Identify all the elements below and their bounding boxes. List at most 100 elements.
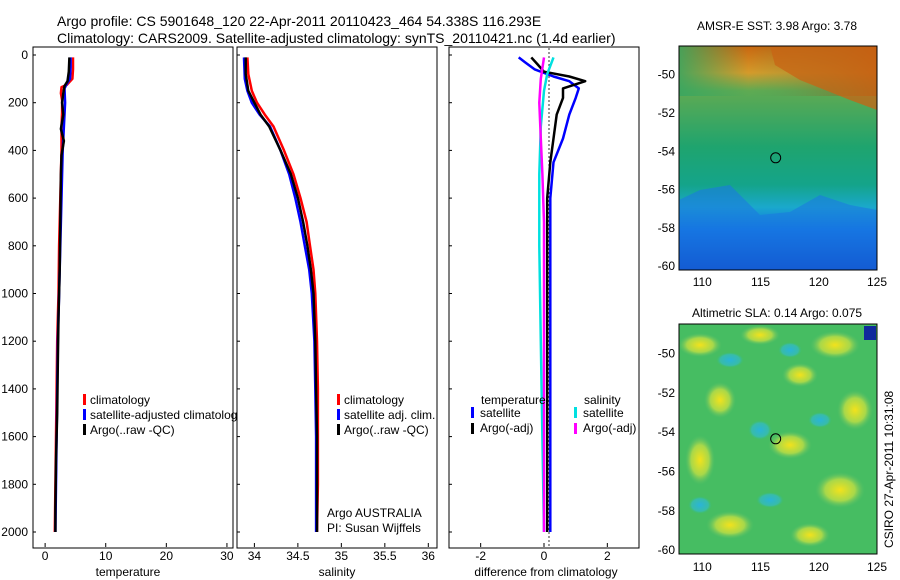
series-line-salinity-argo-adj- <box>538 57 546 532</box>
sla-low-anomaly <box>808 412 832 428</box>
x-tick-label: 30 <box>220 549 234 563</box>
map-x-tick-label: 125 <box>867 275 887 289</box>
salinity-annotation-line1: Argo AUSTRALIA <box>327 506 422 520</box>
difference-legend-temperature-title: temperature <box>481 393 546 407</box>
sst-warm-patch <box>770 46 877 110</box>
legend-swatch-satellite <box>83 409 86 420</box>
sla-deep-low <box>864 326 876 340</box>
map-y-tick-label: -56 <box>658 183 676 197</box>
x-tick-label: 35 <box>335 549 349 563</box>
sla-anomaly <box>790 523 830 547</box>
difference-legend-temp-satellite: satellite <box>480 406 521 420</box>
legend-swatch-argo-adj <box>574 423 577 434</box>
series-line-argo-raw-qc- <box>54 57 71 532</box>
series-line-salinity-satellite <box>538 56 555 533</box>
sst-map-title: AMSR-E SST: 3.98 Argo: 3.78 <box>697 19 857 33</box>
x-tick-label: 0 <box>42 549 49 563</box>
difference-legend: temperature satellite Argo(-adj) salinit… <box>471 393 636 435</box>
salinity-xlabel: salinity <box>319 565 356 579</box>
sla-map <box>678 323 878 555</box>
sla-anomaly <box>740 325 780 345</box>
temperature-legend-argo: Argo(..raw -QC) <box>90 423 175 437</box>
sla-map-ticks: 110 115 120 125 -50 -52 -54 -56 -58 -60 <box>658 346 888 574</box>
x-tick-label: 36 <box>422 549 436 563</box>
sla-anomaly <box>678 333 722 357</box>
sla-low-anomaly <box>716 352 744 368</box>
legend-swatch-argo <box>83 424 86 435</box>
sst-cool-patch <box>679 185 877 270</box>
depth-tick-label: 1800 <box>1 477 28 491</box>
salinity-panel <box>236 46 438 549</box>
sla-anomaly <box>704 382 736 418</box>
depth-tick-label: 200 <box>8 96 28 110</box>
map-y-tick-label: -60 <box>658 543 676 557</box>
map-x-tick-label: 115 <box>751 275 770 289</box>
x-tick-label: 34.5 <box>286 549 310 563</box>
map-x-tick-label: 115 <box>751 560 770 574</box>
map-y-tick-label: -54 <box>658 144 676 158</box>
sst-map-ticks: 110 115 120 125 -50 -52 -54 -56 -58 -60 <box>658 68 888 289</box>
sla-map-title: Altimetric SLA: 0.14 Argo: 0.075 <box>692 306 862 320</box>
depth-tick-label: 0 <box>21 48 28 62</box>
map-x-tick-label: 125 <box>867 560 887 574</box>
difference-legend-temp-argo: Argo(-adj) <box>480 421 533 435</box>
map-y-tick-label: -60 <box>658 259 676 273</box>
temperature-series <box>53 57 75 533</box>
map-y-tick-label: -50 <box>658 346 676 360</box>
sla-anomaly <box>782 363 818 387</box>
legend-swatch-satellite <box>337 409 340 420</box>
salinity-series <box>242 57 320 533</box>
legend-swatch-argo <box>471 423 474 434</box>
legend-swatch-climatology <box>337 394 340 405</box>
x-tick-label: -2 <box>475 549 486 563</box>
map-y-tick-label: -58 <box>658 221 676 235</box>
map-x-tick-label: 120 <box>809 560 829 574</box>
map-x-tick-label: 110 <box>693 275 712 289</box>
series-line-climatology <box>246 57 320 533</box>
series-line-temperature-satellite <box>517 56 581 532</box>
sla-low-anomaly <box>688 496 712 514</box>
map-y-tick-label: -56 <box>658 464 676 478</box>
sla-low-anomaly <box>748 420 772 440</box>
map-y-tick-label: -52 <box>658 106 676 120</box>
depth-tick-label: 1400 <box>1 382 28 396</box>
x-tick-label: 10 <box>99 549 113 563</box>
sla-anomaly <box>768 431 812 459</box>
x-tick-label: 20 <box>160 549 174 563</box>
temperature-legend-climatology: climatology <box>90 393 150 407</box>
temperature-x-ticks: 0 10 20 30 <box>42 543 234 563</box>
figure-title-line2: Climatology: CARS2009. Satellite-adjuste… <box>57 30 615 46</box>
series-line-argo-raw-qc- <box>244 57 319 532</box>
salinity-legend-argo: Argo(..raw -QC) <box>344 423 429 437</box>
difference-xlabel: difference from climatology <box>474 565 617 579</box>
sla-map-frame <box>678 323 878 555</box>
difference-legend-salinity-title: salinity <box>584 393 621 407</box>
map-x-tick-label: 110 <box>693 560 712 574</box>
difference-series <box>517 56 587 533</box>
salinity-annotation-line2: PI: Susan Wijffels <box>327 521 421 535</box>
depth-tick-label: 1200 <box>1 334 28 348</box>
salinity-legend-climatology: climatology <box>344 393 404 407</box>
sla-argo-marker <box>770 433 782 445</box>
difference-legend-sal-satellite: satellite <box>583 406 624 420</box>
legend-swatch-climatology <box>83 394 86 405</box>
sst-map <box>678 45 878 271</box>
sla-anomaly <box>837 390 873 430</box>
depth-axis: 0 200 400 600 800 1000 1200 1400 1600 1800 2000 <box>1 48 452 539</box>
sla-low-anomaly <box>778 342 802 358</box>
temperature-xlabel: temperature <box>96 565 161 579</box>
map-y-tick-label: -50 <box>658 68 676 82</box>
temperature-legend: climatology satellite-adjusted climatolo… <box>83 393 237 437</box>
salinity-legend-satellite: satellite adj. clim. <box>344 408 435 422</box>
x-tick-label: 35.5 <box>373 549 397 563</box>
series-line-satellite-adj-clim- <box>242 57 318 532</box>
temperature-panel <box>32 46 234 549</box>
sst-map-frame <box>678 45 878 271</box>
x-tick-label: 0 <box>541 549 548 563</box>
legend-swatch-satellite <box>471 407 474 418</box>
depth-tick-label: 2000 <box>1 525 28 539</box>
difference-panel <box>448 46 640 549</box>
depth-tick-label: 1000 <box>1 287 28 301</box>
x-tick-label: 34 <box>248 549 262 563</box>
